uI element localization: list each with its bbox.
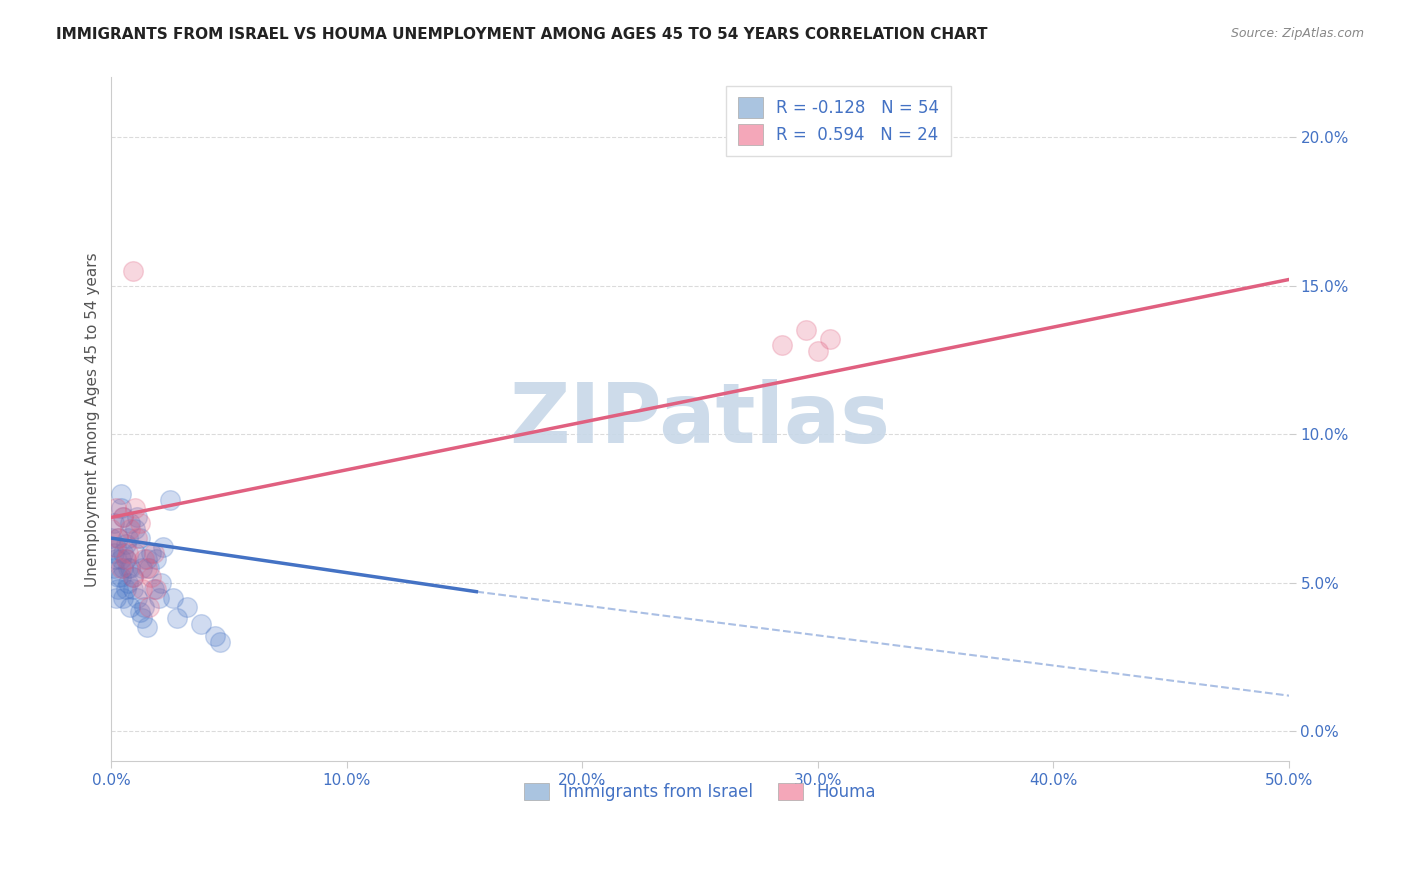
Point (138, 561, 160, 575)
Point (114, 552, 136, 566)
Point (117, 531, 139, 545)
Point (176, 599, 198, 614)
Point (120, 516, 142, 531)
Point (135, 561, 157, 575)
Point (794, 323, 817, 337)
Point (204, 629, 226, 643)
Point (100, 522, 122, 536)
Point (120, 522, 142, 536)
Y-axis label: Unemployment Among Ages 45 to 54 years: Unemployment Among Ages 45 to 54 years (86, 252, 100, 587)
Point (208, 635, 231, 649)
Point (103, 540, 125, 554)
Point (124, 546, 146, 560)
Point (105, 591, 128, 605)
Point (121, 263, 143, 277)
Text: Source: ZipAtlas.com: Source: ZipAtlas.com (1230, 27, 1364, 40)
Point (807, 343, 830, 358)
Point (818, 332, 841, 346)
Point (131, 582, 153, 596)
Point (190, 617, 212, 632)
Point (110, 486, 132, 500)
Point (114, 537, 136, 551)
Point (135, 552, 157, 566)
Text: IMMIGRANTS FROM ISRAEL VS HOUMA UNEMPLOYMENT AMONG AGES 45 TO 54 YEARS CORRELATI: IMMIGRANTS FROM ISRAEL VS HOUMA UNEMPLOY… (56, 27, 988, 42)
Point (148, 591, 170, 605)
Point (127, 591, 149, 605)
Point (162, 591, 184, 605)
Point (770, 338, 793, 352)
Point (117, 575, 139, 590)
Point (134, 552, 156, 566)
Text: ZIPatlas: ZIPatlas (509, 379, 890, 459)
Point (105, 552, 128, 566)
Point (152, 540, 174, 554)
Point (107, 570, 129, 584)
Point (107, 531, 129, 545)
Point (112, 510, 135, 524)
Point (117, 561, 139, 575)
Point (149, 575, 172, 590)
Point (166, 611, 188, 625)
Point (145, 552, 167, 566)
Point (112, 591, 135, 605)
Point (141, 570, 163, 584)
Point (121, 570, 143, 584)
Point (142, 582, 165, 596)
Point (112, 561, 135, 575)
Point (105, 540, 128, 554)
Point (128, 606, 150, 620)
Point (120, 599, 142, 614)
Point (135, 620, 157, 634)
Point (141, 546, 163, 560)
Point (103, 516, 125, 531)
Point (138, 599, 160, 614)
Point (142, 546, 165, 560)
Point (112, 510, 135, 524)
Point (124, 522, 146, 536)
Point (110, 570, 132, 584)
Point (127, 510, 149, 524)
Point (117, 546, 139, 560)
Point (121, 582, 143, 596)
Point (134, 599, 156, 614)
Point (114, 582, 136, 596)
Point (131, 561, 153, 575)
Point (110, 501, 132, 516)
Point (131, 611, 153, 625)
Point (103, 546, 125, 560)
Point (114, 552, 136, 566)
Point (110, 561, 132, 575)
Point (100, 531, 122, 545)
Point (128, 516, 150, 531)
Legend: Immigrants from Israel, Houma: Immigrants from Israel, Houma (512, 770, 889, 814)
Point (103, 561, 125, 575)
Point (128, 531, 150, 545)
Point (112, 546, 135, 560)
Point (127, 531, 149, 545)
Point (110, 552, 132, 566)
Point (121, 570, 143, 584)
Point (124, 501, 146, 516)
Point (159, 492, 181, 507)
Point (145, 582, 167, 596)
Point (105, 501, 128, 516)
Point (107, 582, 129, 596)
Point (107, 531, 129, 545)
Point (120, 561, 142, 575)
